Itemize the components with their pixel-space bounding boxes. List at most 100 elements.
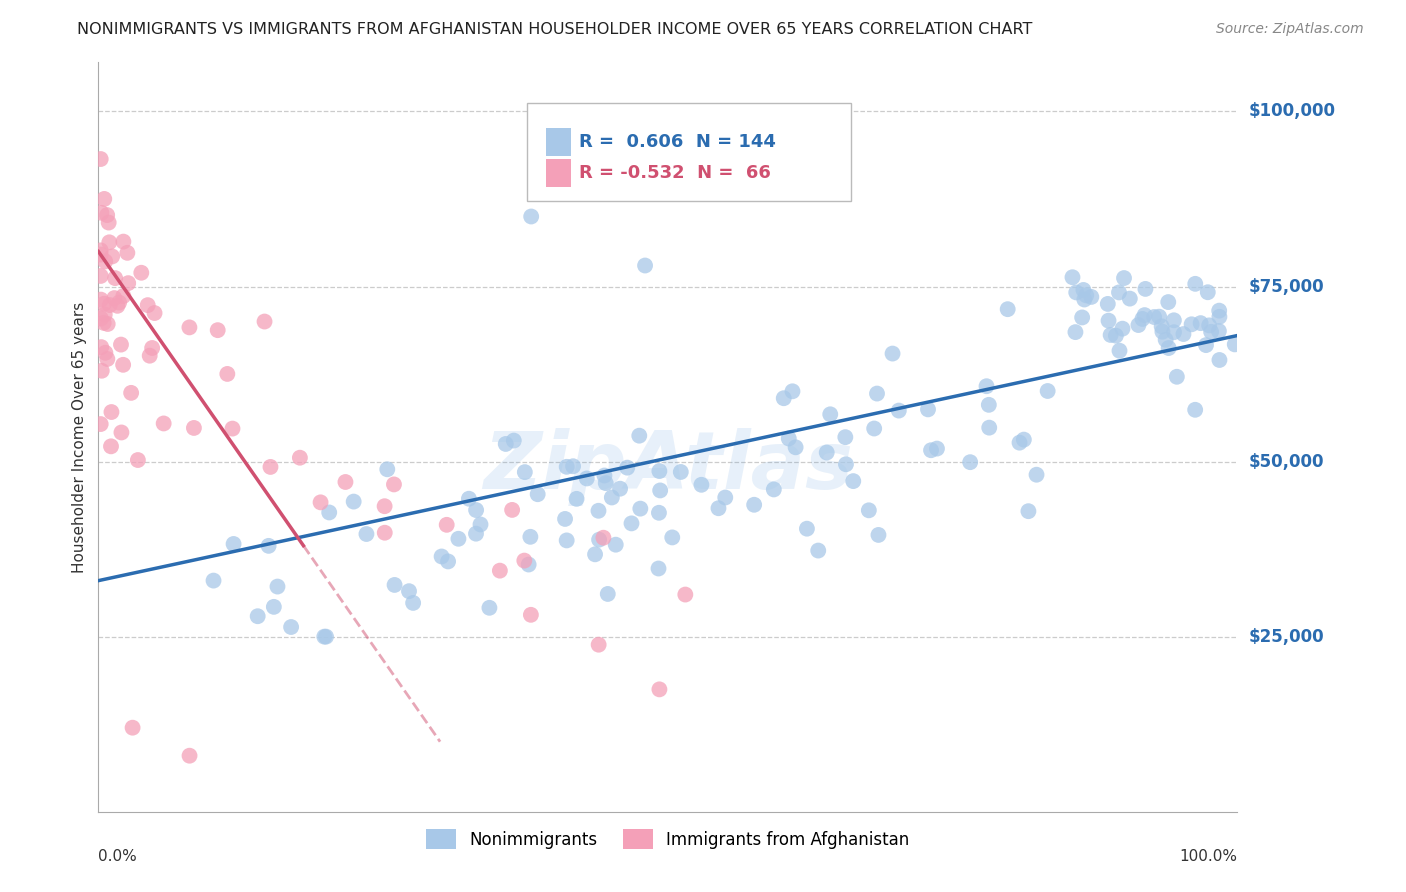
Point [1184, 277, 1206, 291]
Point [1163, 325, 1185, 339]
Point [447, 532, 470, 546]
Point [402, 596, 425, 610]
Point [263, 599, 285, 614]
Point [661, 530, 683, 544]
Point [520, 210, 543, 224]
Point [127, 453, 149, 467]
Point [98, 235, 121, 250]
Point [562, 459, 585, 474]
Point [374, 525, 396, 540]
Point [1097, 313, 1119, 327]
Point [605, 538, 627, 552]
Point [257, 539, 280, 553]
Point [90, 247, 112, 261]
Point [742, 498, 765, 512]
Text: R =  0.606  N = 144: R = 0.606 N = 144 [579, 133, 776, 151]
Point [108, 295, 131, 310]
Point [815, 445, 838, 459]
Point [94, 345, 117, 359]
Point [107, 299, 129, 313]
Point [959, 455, 981, 469]
Point [778, 432, 800, 446]
Point [93, 316, 115, 330]
Point [98, 298, 121, 312]
Point [110, 337, 132, 351]
Point [1163, 313, 1185, 327]
Point [121, 721, 143, 735]
Point [807, 543, 830, 558]
Point [100, 405, 122, 419]
Point [90, 364, 112, 378]
Point [1147, 310, 1170, 324]
Point [183, 421, 205, 435]
Point [136, 298, 159, 312]
Point [520, 607, 543, 622]
Point [820, 407, 842, 421]
Point [374, 500, 396, 514]
Point [628, 428, 651, 442]
Point [634, 259, 657, 273]
Point [110, 425, 132, 440]
Point [796, 522, 818, 536]
Point [785, 440, 807, 454]
Point [575, 471, 598, 485]
Point [1166, 369, 1188, 384]
Point [1195, 338, 1218, 352]
Point [430, 549, 453, 564]
Point [222, 537, 245, 551]
Point [141, 341, 163, 355]
Text: $50,000: $50,000 [1249, 452, 1324, 471]
Point [1197, 285, 1219, 300]
Point [458, 491, 481, 506]
Point [1073, 283, 1095, 297]
Point [1064, 325, 1087, 339]
Point [714, 491, 737, 505]
Text: 100.0%: 100.0% [1180, 849, 1237, 864]
Point [690, 477, 713, 491]
Point [1071, 310, 1094, 325]
Point [595, 476, 617, 491]
Point [1008, 435, 1031, 450]
Point [103, 291, 125, 305]
Point [1111, 321, 1133, 335]
Point [470, 517, 492, 532]
Point [519, 530, 541, 544]
Point [866, 386, 889, 401]
Point [1154, 333, 1177, 347]
Point [1128, 318, 1150, 332]
Point [882, 346, 904, 360]
Point [253, 314, 276, 328]
Point [129, 266, 152, 280]
Text: $100,000: $100,000 [1249, 103, 1336, 120]
Text: R = -0.532  N =  66: R = -0.532 N = 66 [579, 164, 770, 182]
Point [1152, 325, 1174, 339]
Point [1208, 324, 1230, 338]
Point [1157, 295, 1180, 310]
Point [1132, 312, 1154, 326]
Point [917, 402, 939, 417]
Point [120, 385, 142, 400]
Point [616, 460, 638, 475]
Point [647, 561, 669, 575]
Point [100, 439, 122, 453]
Point [266, 580, 288, 594]
Point [384, 578, 406, 592]
Point [375, 462, 398, 476]
Point [976, 379, 998, 393]
Point [94, 254, 117, 268]
Point [673, 588, 696, 602]
Point [1208, 310, 1230, 324]
Point [217, 367, 239, 381]
Point [772, 391, 794, 405]
Point [1099, 328, 1122, 343]
Point [90, 206, 112, 220]
Point [762, 483, 785, 497]
Point [1143, 310, 1166, 324]
Point [648, 506, 671, 520]
Point [1017, 504, 1039, 518]
Point [1097, 297, 1119, 311]
Point [112, 289, 135, 303]
Point [96, 208, 118, 222]
Point [96, 351, 118, 366]
Point [1173, 326, 1195, 341]
